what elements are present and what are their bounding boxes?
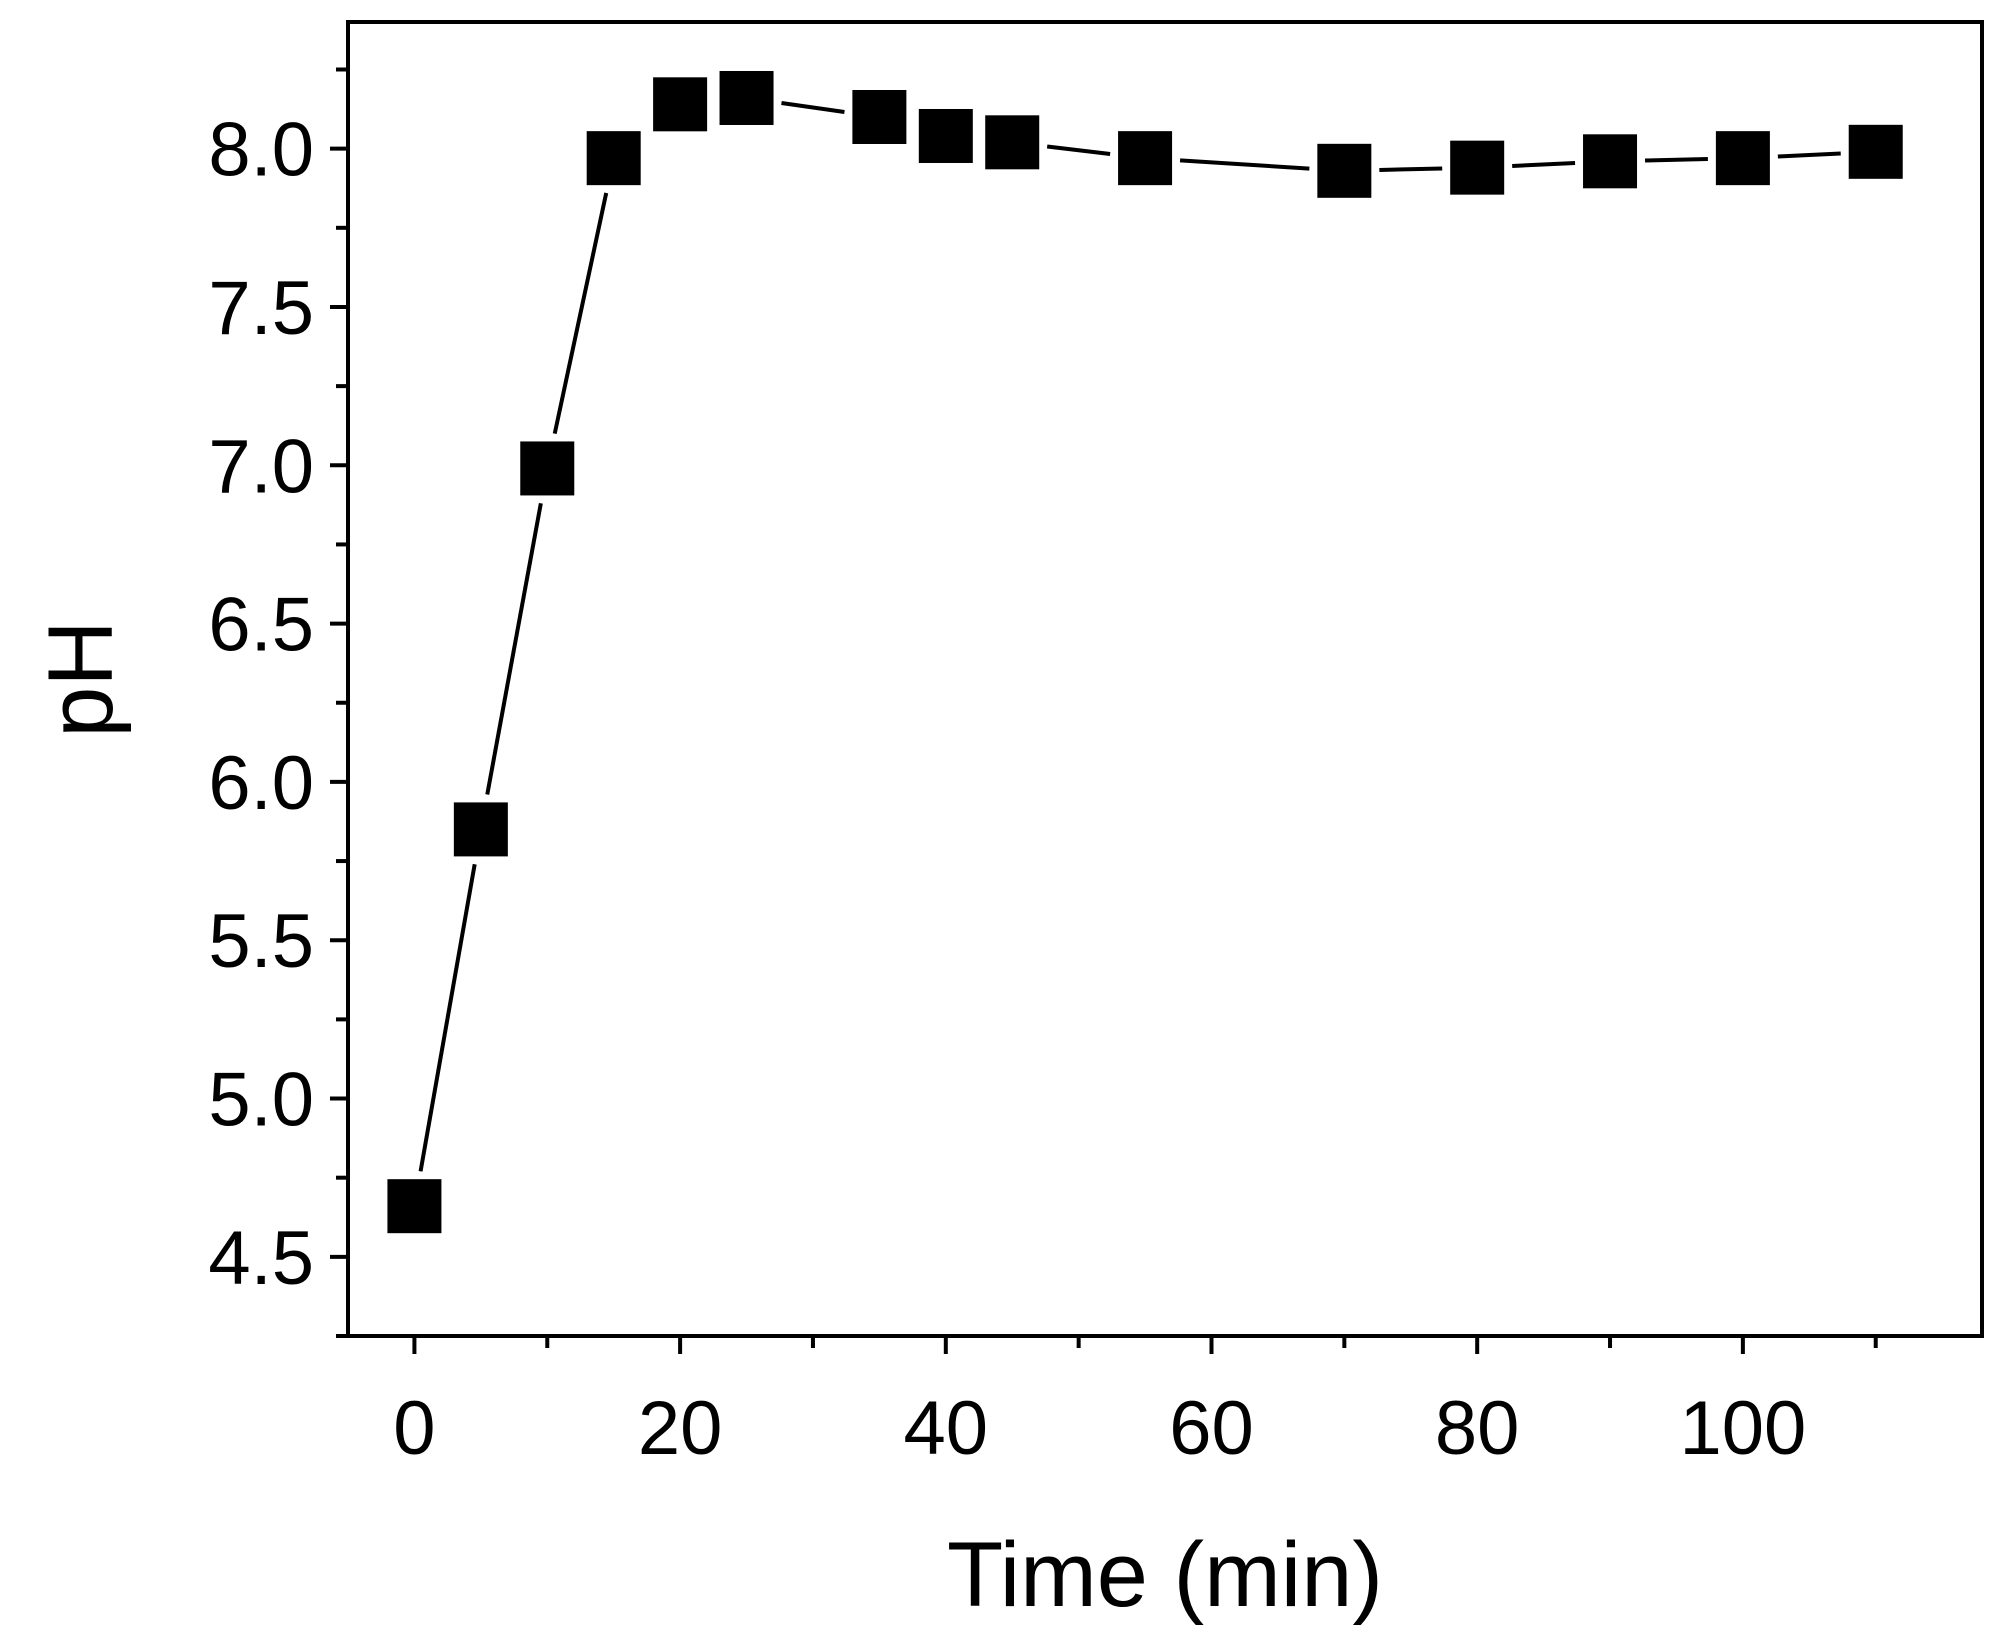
data-point-marker [653, 77, 708, 132]
y-tick-label: 6.0 [208, 741, 314, 826]
series-line-segment [1179, 158, 1310, 171]
x-tick-label: 20 [638, 1386, 723, 1471]
data-point-marker [1118, 131, 1173, 186]
y-tick-label: 5.0 [208, 1058, 314, 1143]
y-axis-ticks [330, 67, 348, 1338]
series-line-segment [485, 502, 543, 795]
x-tick-label: 0 [393, 1386, 435, 1471]
y-tick-label: 7.5 [208, 266, 314, 351]
y-axis-tick-labels: 4.5 5.0 5.5 6.0 6.5 7.0 7.5 8.0 [208, 108, 314, 1301]
x-tick-label: 80 [1435, 1386, 1520, 1471]
x-axis-title: Time (min) [947, 1524, 1383, 1626]
series-line-segment [1644, 156, 1708, 163]
data-point-marker [453, 802, 508, 857]
data-point-marker [387, 1179, 442, 1234]
series-line-segment [1512, 160, 1576, 168]
plot-frame [346, 20, 1984, 1338]
series-line-segment [1046, 144, 1111, 156]
data-point-marker [1317, 143, 1372, 198]
data-point-marker [1848, 124, 1903, 179]
data-point-marker [985, 115, 1040, 170]
x-axis-tick-labels: 0 20 40 60 80 100 [393, 1386, 1806, 1471]
data-point-marker [852, 89, 907, 144]
series-line-segment [552, 192, 609, 435]
data-point-marker [586, 131, 641, 186]
y-tick-label: 8.0 [208, 108, 314, 193]
series-line-segment [781, 101, 845, 114]
y-axis-title: pH [30, 620, 132, 738]
data-point-marker [918, 108, 973, 163]
series-line-segment [1777, 151, 1841, 159]
data-point-marker [1450, 140, 1505, 195]
data-point-marker [719, 70, 774, 125]
data-point-marker [1583, 134, 1638, 189]
data-point-marker [520, 441, 575, 496]
y-tick-label: 6.5 [208, 583, 314, 668]
data-point-marker [1715, 131, 1770, 186]
x-tick-label: 40 [904, 1386, 989, 1471]
x-tick-label: 100 [1679, 1386, 1806, 1471]
y-tick-label: 7.0 [208, 424, 314, 509]
series-line-segment [1379, 166, 1443, 172]
series-line-segment [418, 863, 477, 1172]
x-tick-label: 60 [1169, 1386, 1254, 1471]
y-tick-label: 4.5 [208, 1216, 314, 1301]
y-tick-label: 5.5 [208, 899, 314, 984]
series-group [387, 70, 1903, 1234]
x-axis-ticks [412, 1336, 1878, 1354]
